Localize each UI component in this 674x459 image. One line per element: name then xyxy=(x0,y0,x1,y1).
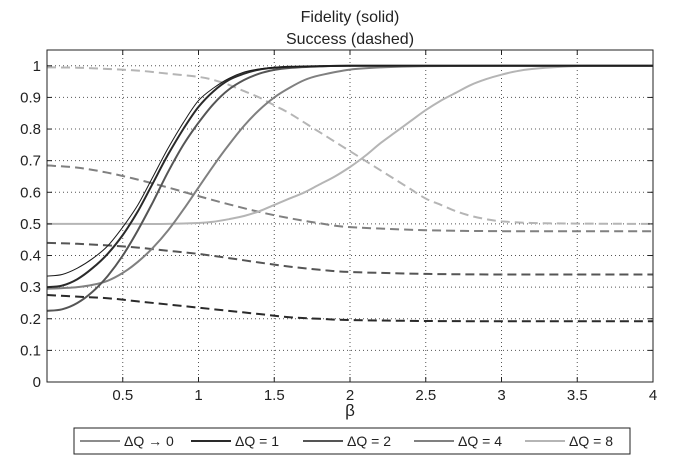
x-axis-label: β xyxy=(345,401,355,420)
fidelity-line-series-3 xyxy=(46,64,653,290)
y-tick-label: 0 xyxy=(33,374,41,391)
x-tick-label: 2 xyxy=(346,387,354,404)
success-line-series-1 xyxy=(46,294,653,323)
x-tick-label: 2.5 xyxy=(415,387,436,404)
x-tick-label: 4 xyxy=(649,387,657,404)
success-line-series-4 xyxy=(46,66,654,225)
y-axis: 0 0.1 0.2 0.3 0.4 0.5 0.6 0.7 0.8 0.9 1 xyxy=(20,58,653,391)
fidelity-line-series-0 xyxy=(46,65,653,277)
legend-label-4: ΔQ = 8 xyxy=(569,433,613,449)
legend-label-0: ΔQ → 0 xyxy=(124,433,174,449)
grid xyxy=(47,50,653,382)
fidelity-line-series-4 xyxy=(47,64,654,225)
plot-area xyxy=(46,64,654,323)
x-tick-label: 3 xyxy=(497,387,505,404)
y-tick-label: 0.9 xyxy=(20,89,41,106)
legend-label-2: ΔQ = 2 xyxy=(347,433,391,449)
y-tick-label: 0.5 xyxy=(20,216,41,233)
x-tick-label: 1 xyxy=(194,387,202,404)
success-line-series-3 xyxy=(46,164,653,233)
legend-label-1: ΔQ = 1 xyxy=(235,433,279,449)
y-tick-label: 0.3 xyxy=(20,279,41,296)
legend-label-3: ΔQ = 4 xyxy=(458,433,502,449)
x-tick-label: 3.5 xyxy=(567,387,588,404)
y-tick-label: 0.4 xyxy=(20,248,41,265)
x-tick-label: 1.5 xyxy=(264,387,285,404)
chart-title-line-1: Fidelity (solid) xyxy=(301,9,400,26)
y-tick-label: 0.8 xyxy=(20,121,41,138)
legend: ΔQ → 0 ΔQ = 1 ΔQ = 2 ΔQ = 4 ΔQ = 8 xyxy=(73,427,631,455)
y-tick-label: 0.6 xyxy=(20,184,41,201)
y-tick-label: 0.7 xyxy=(20,153,41,170)
y-tick-label: 0.2 xyxy=(20,311,41,328)
success-line-series-2 xyxy=(46,241,653,276)
plot-frame xyxy=(46,49,654,383)
chart-title-line-2: Success (dashed) xyxy=(286,31,414,48)
y-tick-label: 0.1 xyxy=(20,342,41,359)
y-tick-label: 1 xyxy=(33,58,41,75)
x-tick-label: 0.5 xyxy=(112,387,133,404)
x-axis: 0.5 1 1.5 2 2.5 3 3.5 4 xyxy=(112,50,657,404)
